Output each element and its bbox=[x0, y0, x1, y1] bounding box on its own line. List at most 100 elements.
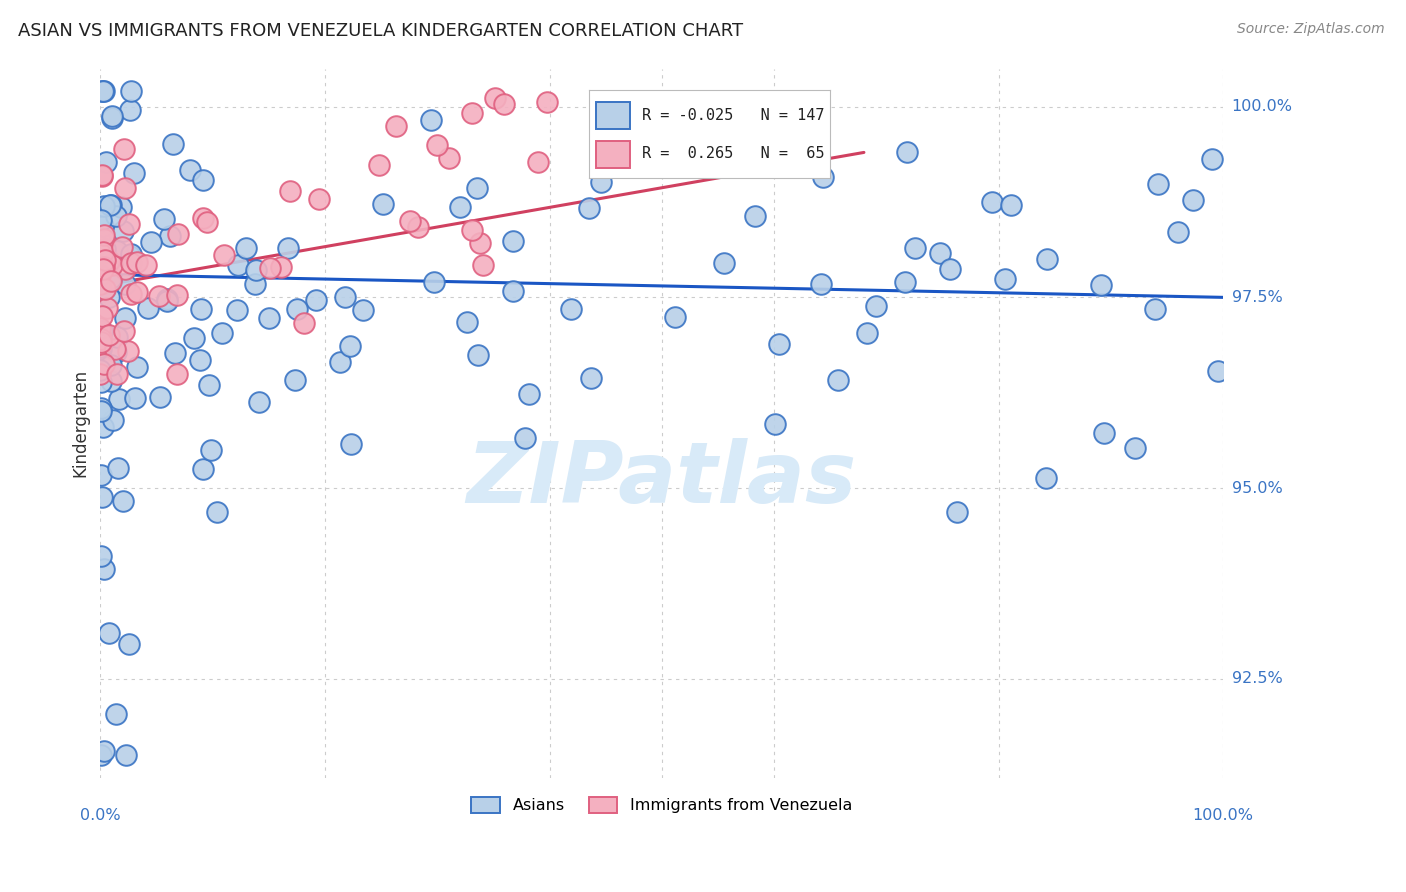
Point bbox=[90, 468, 112, 483]
Text: ASIAN VS IMMIGRANTS FROM VENEZUELA KINDERGARTEN CORRELATION CHART: ASIAN VS IMMIGRANTS FROM VENEZUELA KINDE… bbox=[18, 22, 744, 40]
Text: 0.0%: 0.0% bbox=[80, 808, 121, 823]
Point bbox=[135, 258, 157, 272]
Point bbox=[100, 374, 122, 388]
Point bbox=[118, 103, 141, 117]
Point bbox=[93, 231, 115, 245]
Point bbox=[96, 301, 118, 316]
Point bbox=[183, 331, 205, 345]
Point bbox=[107, 367, 129, 381]
Point bbox=[179, 163, 201, 178]
Point bbox=[994, 272, 1017, 286]
Point bbox=[502, 234, 524, 248]
Point bbox=[120, 256, 142, 270]
Point bbox=[939, 262, 962, 277]
Point bbox=[163, 346, 186, 360]
Point bbox=[90, 401, 112, 415]
Point bbox=[578, 201, 600, 215]
Point bbox=[247, 394, 270, 409]
Y-axis label: Kindergarten: Kindergarten bbox=[72, 369, 89, 477]
Point bbox=[200, 442, 222, 457]
Point bbox=[197, 215, 219, 229]
Point bbox=[284, 373, 307, 387]
Point bbox=[856, 326, 879, 340]
Point bbox=[89, 234, 111, 248]
Point bbox=[101, 109, 124, 123]
Point bbox=[419, 113, 441, 128]
Point bbox=[90, 375, 112, 389]
Point bbox=[112, 324, 135, 338]
Point bbox=[1147, 177, 1170, 191]
Point bbox=[191, 173, 214, 187]
Point bbox=[373, 196, 395, 211]
Point bbox=[104, 706, 127, 721]
Point bbox=[352, 302, 374, 317]
Point bbox=[484, 90, 506, 104]
Point bbox=[118, 637, 141, 651]
Point bbox=[167, 227, 190, 242]
Point bbox=[437, 151, 460, 165]
Point bbox=[100, 274, 122, 288]
Point bbox=[270, 260, 292, 274]
Point bbox=[191, 462, 214, 476]
Point bbox=[90, 747, 112, 762]
Point bbox=[90, 84, 112, 98]
Point bbox=[664, 310, 686, 324]
Point bbox=[100, 270, 122, 285]
Point bbox=[225, 303, 247, 318]
Point bbox=[91, 310, 114, 324]
Point bbox=[460, 106, 482, 120]
Point bbox=[104, 344, 127, 359]
Point bbox=[494, 96, 516, 111]
Point bbox=[111, 224, 134, 238]
Point bbox=[89, 321, 111, 335]
Point bbox=[733, 156, 755, 170]
Point bbox=[211, 326, 233, 341]
Point bbox=[112, 493, 135, 508]
Point bbox=[93, 562, 115, 576]
Point bbox=[117, 344, 139, 359]
Point bbox=[115, 747, 138, 762]
Point bbox=[257, 310, 280, 325]
Point bbox=[89, 340, 111, 354]
Point bbox=[98, 290, 121, 304]
Text: 97.5%: 97.5% bbox=[1232, 290, 1282, 305]
Point bbox=[90, 342, 112, 356]
Point bbox=[89, 285, 111, 299]
Point bbox=[93, 84, 115, 98]
Text: 100.0%: 100.0% bbox=[1192, 808, 1254, 823]
Point bbox=[560, 301, 582, 316]
Point bbox=[127, 359, 149, 374]
Point bbox=[114, 277, 136, 291]
Text: 100.0%: 100.0% bbox=[1232, 99, 1292, 114]
Point bbox=[449, 200, 471, 214]
Point bbox=[89, 245, 111, 260]
Point bbox=[865, 299, 887, 313]
Point bbox=[456, 315, 478, 329]
Point bbox=[198, 378, 221, 392]
Point bbox=[104, 342, 127, 356]
Point bbox=[156, 292, 179, 306]
Point bbox=[153, 212, 176, 227]
Point bbox=[93, 228, 115, 243]
Point bbox=[141, 235, 163, 249]
Point bbox=[190, 353, 212, 368]
Point bbox=[811, 170, 834, 185]
Point bbox=[148, 288, 170, 302]
Text: 92.5%: 92.5% bbox=[1232, 672, 1282, 686]
Point bbox=[98, 626, 121, 640]
Point bbox=[93, 199, 115, 213]
Point bbox=[517, 387, 540, 401]
Point bbox=[1036, 252, 1059, 266]
Point bbox=[193, 211, 215, 225]
Point bbox=[502, 285, 524, 299]
Point bbox=[122, 165, 145, 179]
Point bbox=[1167, 226, 1189, 240]
Point bbox=[468, 235, 491, 250]
Point bbox=[461, 223, 484, 237]
Point bbox=[89, 337, 111, 351]
Point bbox=[149, 390, 172, 404]
Point bbox=[103, 244, 125, 258]
Point bbox=[96, 154, 118, 169]
Point bbox=[91, 324, 114, 338]
Point bbox=[527, 155, 550, 169]
